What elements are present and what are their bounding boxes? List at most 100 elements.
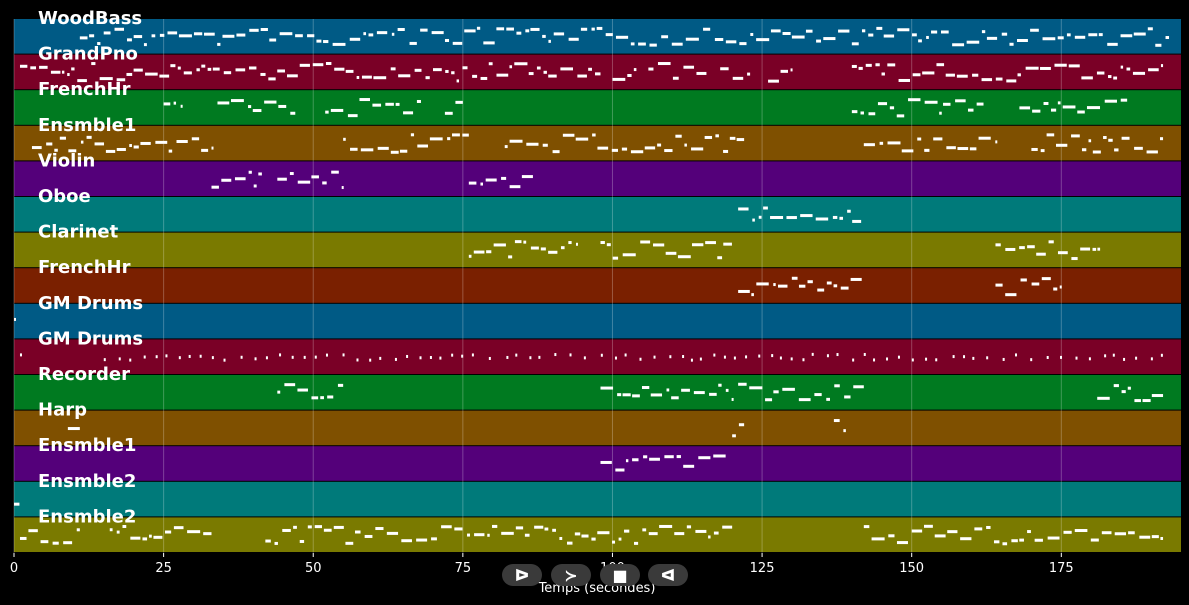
note — [129, 358, 132, 362]
note — [325, 353, 328, 357]
note — [969, 147, 977, 151]
note — [142, 537, 148, 541]
note — [1011, 539, 1018, 543]
note — [995, 140, 998, 144]
note — [483, 41, 495, 45]
note — [936, 63, 945, 67]
note — [770, 215, 784, 219]
note — [758, 354, 761, 358]
note — [634, 541, 639, 545]
note — [976, 102, 984, 106]
note — [897, 28, 910, 32]
note — [1030, 28, 1039, 32]
note — [834, 384, 840, 388]
next-icon[interactable]: ≻ — [551, 564, 591, 586]
play-backward-icon[interactable]: ᐊ — [648, 564, 688, 586]
note — [552, 150, 560, 154]
note — [661, 35, 669, 39]
grid-lines — [13, 19, 1062, 553]
note — [515, 526, 524, 530]
note — [1134, 146, 1143, 150]
note — [151, 34, 156, 38]
note — [248, 170, 252, 174]
note — [853, 385, 864, 389]
track-lane — [14, 446, 1181, 481]
note — [1108, 138, 1113, 142]
play-forward-icon[interactable]: ᐅ — [502, 564, 542, 586]
note — [733, 356, 736, 360]
note — [50, 70, 61, 74]
note — [559, 536, 563, 540]
note — [580, 27, 588, 31]
note — [1005, 247, 1016, 251]
note — [836, 353, 839, 357]
note — [699, 357, 702, 361]
note — [908, 98, 921, 102]
note — [575, 137, 589, 141]
note — [1059, 285, 1062, 289]
note — [889, 106, 895, 110]
note — [473, 250, 485, 254]
note — [133, 35, 143, 39]
note — [1092, 150, 1101, 154]
note — [39, 65, 48, 69]
note — [844, 395, 851, 399]
note — [31, 146, 42, 150]
note — [548, 39, 551, 43]
note — [252, 109, 262, 113]
note — [265, 356, 268, 360]
note — [506, 27, 514, 31]
note — [591, 27, 595, 31]
note — [955, 99, 966, 103]
note — [1036, 252, 1046, 256]
note — [1040, 66, 1051, 70]
note — [425, 76, 430, 80]
track-label: Clarinet — [38, 222, 119, 243]
note — [1001, 32, 1008, 36]
note — [406, 354, 409, 358]
note — [749, 386, 763, 390]
note — [865, 63, 872, 67]
note — [341, 186, 344, 190]
note — [217, 42, 221, 46]
note — [562, 133, 575, 137]
note — [523, 240, 527, 244]
note — [768, 79, 779, 83]
note — [1097, 396, 1110, 400]
note — [577, 74, 587, 78]
note — [277, 69, 285, 73]
note — [1042, 37, 1056, 41]
stop-icon[interactable]: ■ — [600, 564, 640, 586]
note — [981, 78, 993, 82]
note — [1041, 277, 1051, 281]
note — [204, 32, 215, 36]
note — [833, 284, 838, 288]
note — [805, 29, 813, 33]
note — [1060, 355, 1063, 359]
note — [605, 33, 613, 37]
note — [875, 63, 880, 67]
tick-label: 75 — [455, 561, 472, 576]
note — [235, 68, 246, 72]
note — [967, 108, 974, 112]
note — [279, 353, 282, 357]
note — [71, 67, 75, 71]
note — [364, 534, 373, 538]
track-lanes — [14, 19, 1181, 552]
note — [456, 79, 460, 83]
note — [355, 530, 361, 534]
note — [1135, 356, 1138, 360]
note — [1074, 529, 1088, 533]
note — [67, 73, 70, 77]
note — [560, 246, 565, 250]
note — [193, 32, 203, 36]
note — [1055, 143, 1068, 147]
note — [488, 62, 493, 66]
track-lane — [14, 54, 1181, 90]
note — [199, 354, 202, 358]
note — [659, 524, 673, 528]
note — [696, 71, 707, 75]
track-label: Harp — [38, 400, 87, 421]
note — [621, 147, 628, 151]
note — [337, 383, 344, 387]
